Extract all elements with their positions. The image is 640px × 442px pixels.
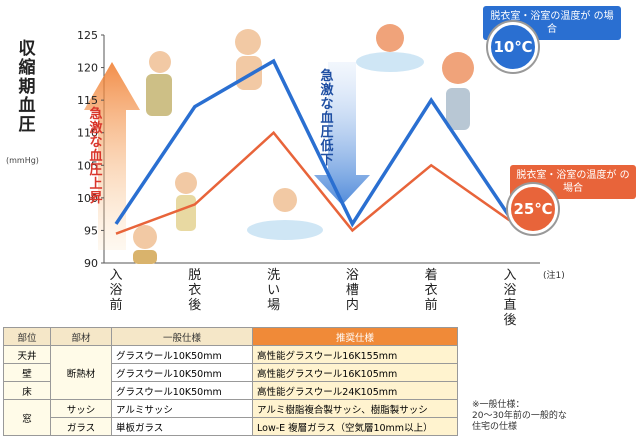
- note-label: (注1): [543, 271, 565, 281]
- series-line-25c: [115, 130, 511, 235]
- cell-part: 床: [3, 381, 51, 400]
- cell-part: 窓: [3, 399, 51, 436]
- cell-general: グラスウール10K50mm: [111, 363, 253, 382]
- y-tick-label: 125: [77, 29, 98, 42]
- cell-part: 天井: [3, 345, 51, 364]
- cell-material: サッシ: [50, 399, 112, 418]
- y-tick-label: 95: [84, 224, 98, 237]
- y-tick-label: 120: [77, 62, 98, 75]
- y-tick-label: 105: [77, 159, 98, 172]
- person-icon-2: [175, 172, 197, 231]
- drop-callout: 急激な血圧低下: [320, 69, 334, 168]
- legend-cold-text: 脱衣室・浴室の温度が の場合: [490, 11, 614, 35]
- series-line-10c: [114, 58, 512, 228]
- header-general: 一般仕様: [111, 327, 253, 346]
- table-row: 壁 グラスウール10K50mm 高性能グラスウール16K105mm: [3, 363, 458, 382]
- blood-pressure-chart: 90 95 100 105 110 115 120 125: [77, 24, 540, 270]
- cell-recommended: 高性能グラスウール16K105mm: [252, 363, 458, 382]
- x-tick-label: 洗い場: [267, 268, 281, 313]
- person-icon-1: [133, 225, 157, 264]
- legend-warm-text: 脱衣室・浴室の温度が の場合: [516, 170, 630, 194]
- legend-cold-badge: 10℃: [488, 22, 538, 72]
- person-icon-7: [442, 52, 474, 130]
- table-row: 窓 サッシ アルミサッシ アルミ樹脂複合製サッシ、樹脂製サッシ: [3, 399, 458, 436]
- table-row: ガラス 単板ガラス Low-E 複層ガラス（空気層10mm以上）: [4, 417, 458, 436]
- cell-recommended: 高性能グラスウール16K155mm: [252, 345, 458, 364]
- cell-general: アルミサッシ: [111, 399, 253, 418]
- y-tick-label: 90: [84, 257, 98, 270]
- y-tick-label: 115: [77, 94, 98, 107]
- y-axis-unit: (mmHg): [6, 156, 39, 165]
- rise-arrow: [84, 62, 140, 250]
- header-part: 部位: [3, 327, 51, 346]
- table-row: 床 グラスウール10K50mm 高性能グラスウール24K105mm: [3, 381, 458, 400]
- legend-warm-badge: 25℃: [508, 184, 558, 234]
- cell-recommended: Low-E 複層ガラス（空気層10mm以上）: [252, 417, 458, 436]
- cell-recommended: アルミ樹脂複合製サッシ、樹脂製サッシ: [252, 399, 458, 418]
- cell-material: 断熱材: [50, 345, 112, 400]
- y-ticks: 90 95 100 105 110 115 120 125: [77, 29, 104, 270]
- cell-material: ガラス: [50, 417, 112, 436]
- cell-part: 壁: [3, 363, 51, 382]
- y-tick-label: 110: [77, 127, 98, 140]
- header-recommended: 推奨仕様: [252, 327, 458, 346]
- y-axis-title: 収縮期血圧: [18, 39, 36, 135]
- x-tick-label: 入浴直後: [503, 268, 517, 328]
- x-tick-label: 着衣前: [424, 268, 438, 313]
- header-material: 部材: [50, 327, 112, 346]
- table-row: 天井 断熱材 グラスウール10K50mm 高性能グラスウール16K155mm: [3, 345, 458, 400]
- person-icon-6: [356, 24, 424, 72]
- x-tick-label: 脱衣後: [188, 268, 202, 313]
- y-tick-label: 100: [77, 192, 98, 205]
- person-icon-3: [146, 51, 172, 116]
- person-icon-4: [235, 29, 262, 90]
- cell-general: グラスウール10K50mm: [111, 381, 253, 400]
- rise-callout: 急激な血圧上昇: [89, 107, 103, 206]
- person-illustrations: [133, 24, 474, 264]
- person-icon-5: [247, 188, 323, 240]
- side-note: ※一般仕様： 20～30年前の一般的な 住宅の仕様: [472, 400, 567, 432]
- series-layer: [114, 58, 512, 235]
- spec-table: 部位 部材 一般仕様 推奨仕様 天井 断熱材 グラスウール10K50mm 高性能…: [3, 327, 458, 436]
- drop-arrow: [314, 62, 370, 205]
- cell-general: 単板ガラス: [111, 417, 253, 436]
- cell-recommended: 高性能グラスウール24K105mm: [252, 381, 458, 400]
- x-tick-label: 浴槽内: [345, 268, 359, 313]
- x-tick-label: 入浴前: [109, 268, 123, 313]
- spec-header-row: 部位 部材 一般仕様 推奨仕様: [3, 327, 458, 346]
- cell-general: グラスウール10K50mm: [111, 345, 253, 364]
